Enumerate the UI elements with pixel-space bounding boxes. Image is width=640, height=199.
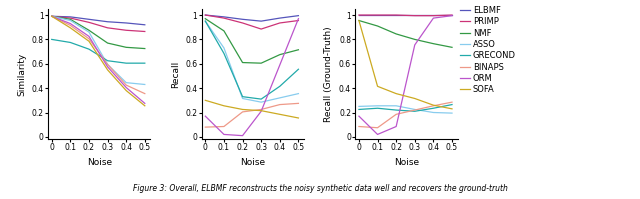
X-axis label: Noise: Noise <box>240 158 266 167</box>
X-axis label: Noise: Noise <box>394 158 419 167</box>
Legend: ELBMF, PRIMP, NMF, ASSO, GRECOND, BINAPS, ORM, SOFA: ELBMF, PRIMP, NMF, ASSO, GRECOND, BINAPS… <box>460 6 516 94</box>
Y-axis label: Similarity: Similarity <box>17 53 26 96</box>
Y-axis label: Recall (Ground-Truth): Recall (Ground-Truth) <box>324 26 333 122</box>
Y-axis label: Recall: Recall <box>171 60 180 88</box>
Text: Figure 3: Overall, ELBMF reconstructs the noisy synthetic data well and recovers: Figure 3: Overall, ELBMF reconstructs th… <box>132 184 508 193</box>
X-axis label: Noise: Noise <box>86 158 112 167</box>
